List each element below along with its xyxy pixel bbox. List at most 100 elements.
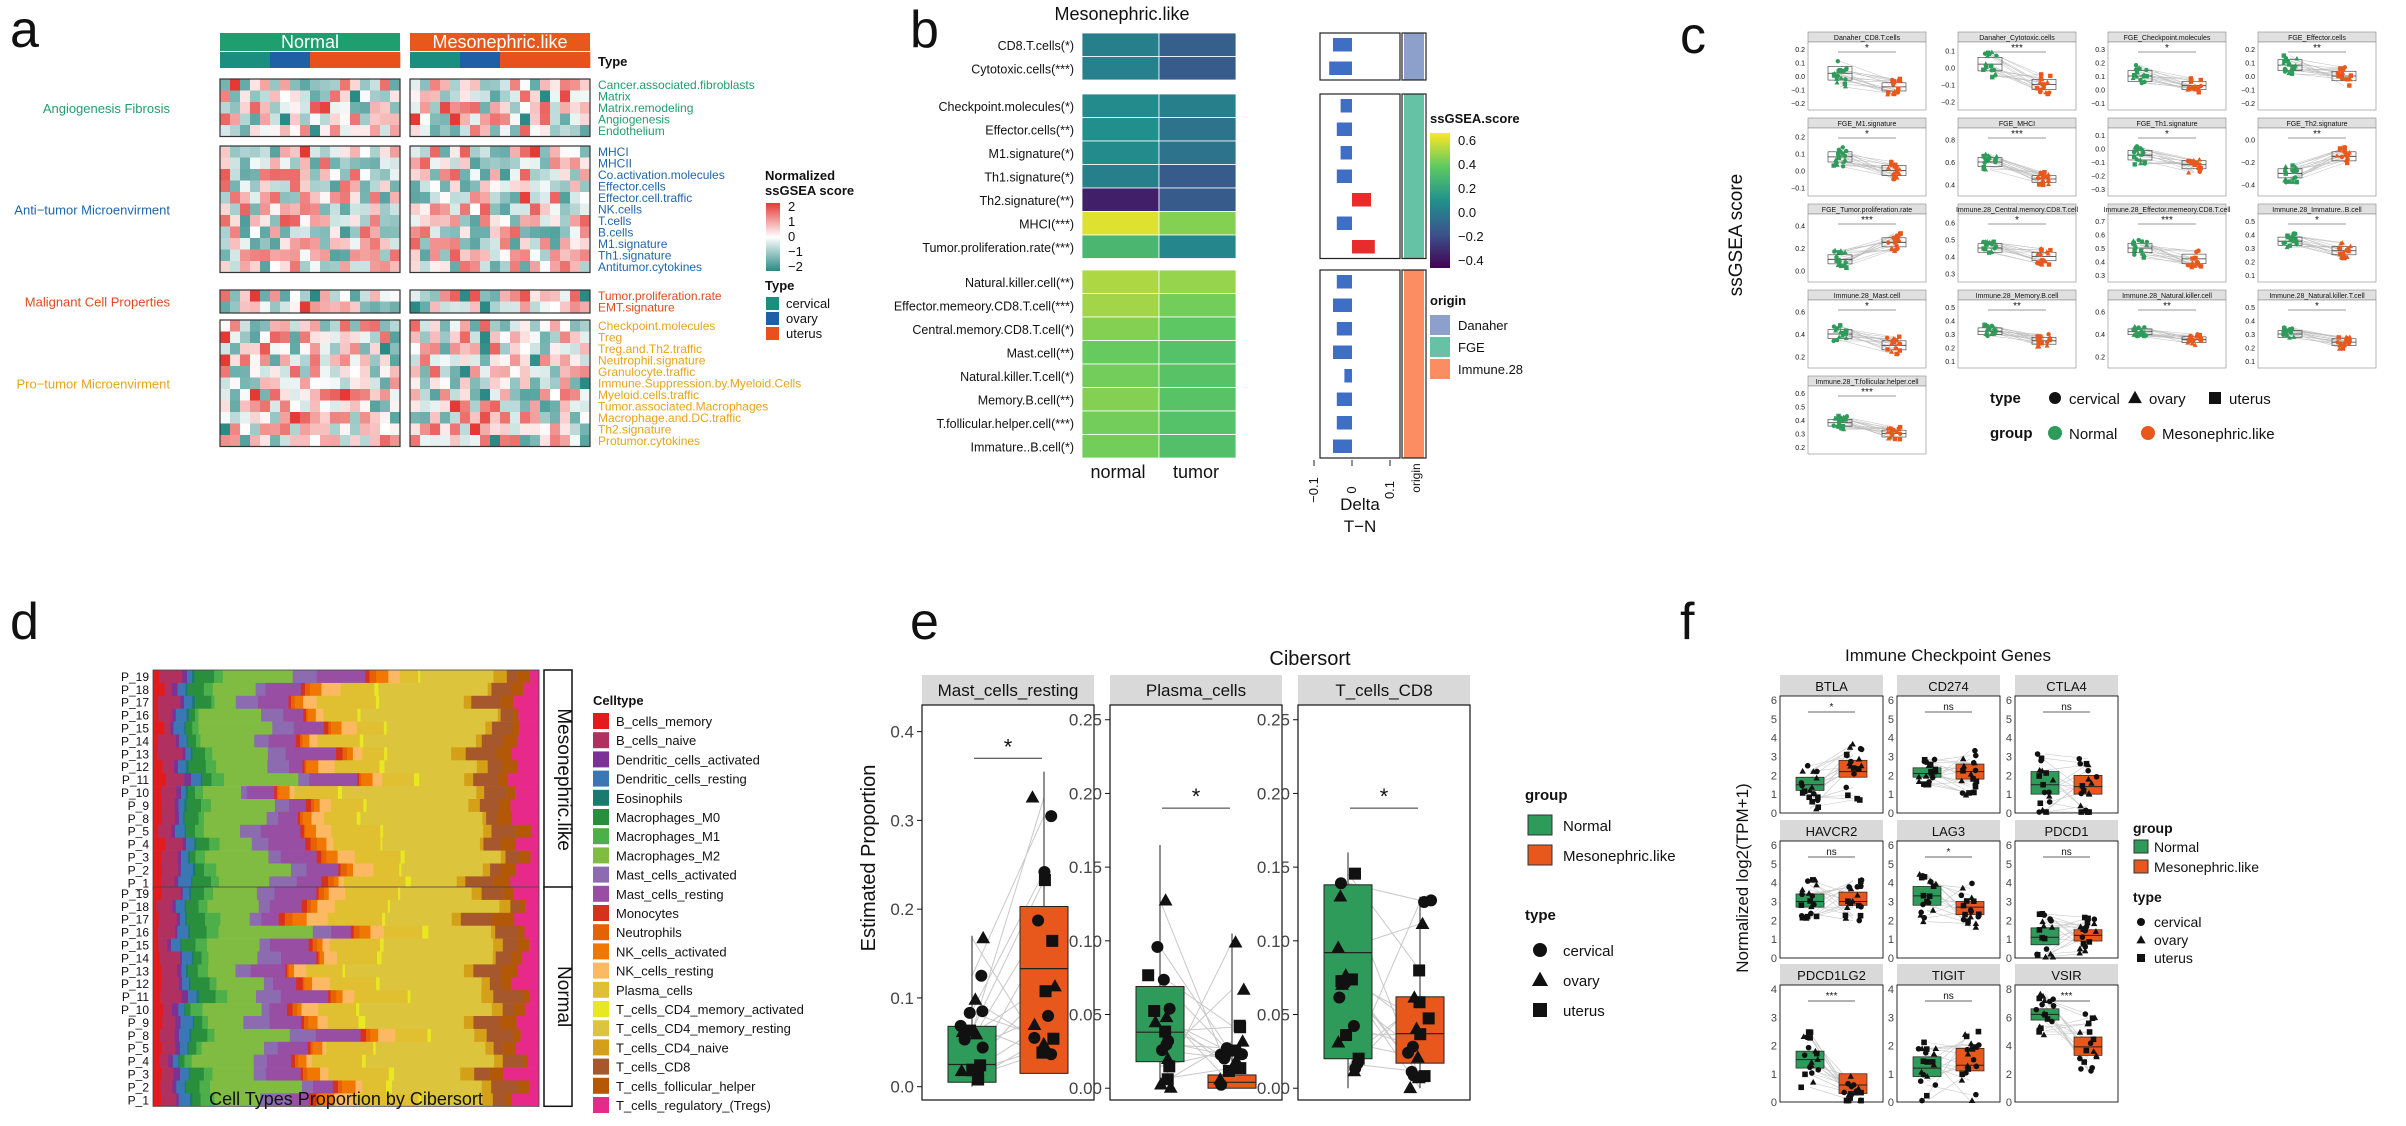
hm-a-cell bbox=[520, 180, 531, 193]
bar-d-segment bbox=[340, 682, 375, 697]
scatter-f-strip bbox=[1897, 675, 2000, 696]
scatter-f-ytick: 2 bbox=[1771, 770, 1777, 782]
hm-a-cell bbox=[520, 435, 531, 447]
bar-d-segment bbox=[516, 863, 540, 877]
hm-a-cell bbox=[530, 113, 541, 126]
hm-a-cell bbox=[560, 423, 571, 436]
bar-d-segment bbox=[161, 863, 179, 877]
scatter-f-point-normal bbox=[1800, 1033, 1807, 1040]
hm-a-cell bbox=[480, 377, 491, 390]
bar-d-segment bbox=[465, 876, 494, 890]
hm-a-cell bbox=[320, 102, 331, 114]
hm-a-cell bbox=[360, 389, 371, 401]
bar-d-segment bbox=[203, 824, 241, 838]
hm-a-cell bbox=[410, 102, 421, 114]
scatter-c-point-normal bbox=[1838, 323, 1843, 328]
hm-a-cell bbox=[470, 125, 481, 137]
hm-a-cell bbox=[550, 389, 561, 401]
scatter-f-point-meso bbox=[2078, 790, 2085, 797]
scatter-c-point-meso bbox=[2339, 240, 2345, 245]
scatter-e-point-normal bbox=[966, 1063, 979, 1076]
scatter-c-pairline bbox=[1839, 330, 1895, 339]
hm-a-cell bbox=[440, 301, 451, 314]
bar-d-segment bbox=[481, 1080, 492, 1094]
scatter-c-ytick: 0.5 bbox=[1945, 238, 1955, 245]
bar-d-segment bbox=[310, 837, 318, 851]
scatter-c-point-normal bbox=[2134, 74, 2140, 79]
scatter-c-legend-type-label: ovary bbox=[2149, 391, 2186, 408]
hm-a-cell bbox=[490, 180, 501, 193]
bar-d-segment bbox=[515, 1041, 540, 1055]
hm-a-cell bbox=[480, 203, 491, 216]
hm-a-cell bbox=[360, 354, 371, 367]
hm-a-cell bbox=[380, 290, 391, 302]
scatter-c-pairline bbox=[2139, 327, 2195, 343]
scatter-f-sig: * bbox=[1947, 847, 1951, 858]
hm-a-cell bbox=[510, 180, 521, 193]
hm-a-cell bbox=[500, 125, 511, 137]
hm-a-cell bbox=[310, 79, 321, 91]
scatter-c-panel-16: Immune.28_T.follicular.helper.cell0.60.5… bbox=[1795, 375, 1927, 455]
hm-a-cell bbox=[450, 113, 461, 126]
scatter-f-point-normal bbox=[1924, 1059, 1930, 1065]
bar-d-segment bbox=[191, 1028, 208, 1043]
hm-a-cell bbox=[380, 389, 391, 401]
hm-a-cell bbox=[300, 180, 311, 193]
bar-d-segment bbox=[501, 695, 514, 709]
hm-a-cell bbox=[570, 157, 581, 170]
hm-a-cell bbox=[460, 377, 471, 390]
scatter-c-point-meso bbox=[2046, 179, 2051, 184]
hm-a-cell bbox=[240, 366, 251, 378]
hm-a-cell bbox=[540, 90, 551, 103]
hm-a-cell bbox=[490, 435, 501, 447]
hm-a-cell bbox=[520, 113, 531, 126]
hm-a-cell bbox=[410, 377, 421, 390]
hm-b-origin-legend-title: origin bbox=[1430, 293, 1466, 308]
scatter-e-ytick: 0.25 bbox=[1069, 711, 1102, 730]
bar-d-segment bbox=[196, 990, 200, 1004]
hm-a-cell bbox=[370, 320, 381, 332]
bar-d-legend-swatch bbox=[593, 847, 609, 864]
bar-d-segment bbox=[482, 811, 487, 826]
scatter-f-ytick: 2 bbox=[1888, 1041, 1894, 1053]
hm-a-cell bbox=[520, 261, 531, 273]
bar-d-segment bbox=[319, 1067, 329, 1081]
scatter-c-pairline bbox=[1989, 155, 2045, 173]
scatter-c-point-meso bbox=[2346, 249, 2351, 254]
hm-b-delta-bar bbox=[1333, 345, 1352, 359]
scatter-c-point-normal bbox=[2283, 176, 2289, 182]
bar-d-segment bbox=[381, 951, 494, 965]
scatter-f-point-meso bbox=[1857, 745, 1864, 752]
bar-d-segment bbox=[323, 708, 358, 722]
hm-a-cell bbox=[360, 113, 371, 126]
hm-b-origin-cell bbox=[1404, 211, 1424, 236]
bar-d-segment bbox=[350, 925, 355, 939]
hm-a-cell bbox=[560, 113, 571, 126]
hm-a-cell bbox=[380, 192, 391, 204]
hm-a-type-cell bbox=[250, 52, 261, 68]
bar-d-segment bbox=[342, 964, 346, 978]
scatter-f-point-meso bbox=[1958, 777, 1965, 784]
bar-d-legend-label: Dendritic_cells_resting bbox=[616, 772, 747, 787]
scatter-f-point-normal bbox=[1922, 772, 1930, 779]
hm-a-cell bbox=[230, 320, 241, 332]
scatter-c-ytick: −0.2 bbox=[1791, 101, 1805, 108]
hm-a-cell bbox=[220, 249, 231, 262]
hm-a-cell bbox=[510, 377, 521, 390]
hm-a-cell bbox=[320, 377, 331, 390]
hm-a-cell bbox=[340, 412, 351, 424]
scatter-f-point-meso bbox=[1958, 1076, 1966, 1083]
bar-d-segment bbox=[202, 1016, 209, 1030]
hm-a-cell bbox=[420, 215, 431, 227]
hm-b-cell bbox=[1081, 117, 1160, 142]
scatter-c-point-normal bbox=[2134, 69, 2140, 74]
scatter-c-point-normal bbox=[1840, 159, 1846, 164]
bar-d-legend-swatch bbox=[593, 866, 609, 883]
hm-b-row-label: Memory.B.cell(**) bbox=[978, 393, 1074, 407]
hm-a-cell bbox=[570, 343, 581, 355]
scatter-c-pairline bbox=[1989, 54, 2045, 93]
hm-a-cell bbox=[290, 203, 301, 216]
scatter-c-point-normal bbox=[2293, 237, 2298, 242]
scatter-c-point-meso bbox=[2339, 71, 2345, 76]
hm-a-cell bbox=[380, 102, 391, 114]
